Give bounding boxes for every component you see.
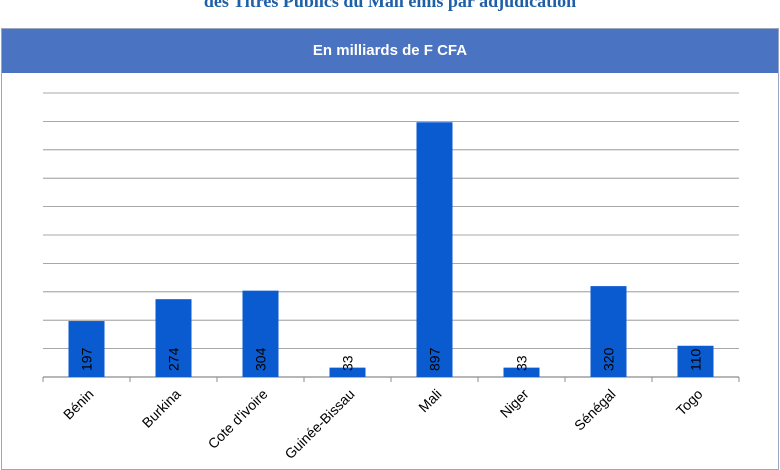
data-label-5: 33 (514, 355, 530, 371)
category-label-0: Bénin (60, 386, 97, 423)
data-label-2: 304 (253, 347, 269, 371)
category-label-6: Sénégal (571, 386, 619, 434)
chart-frame: En milliards de F CFA 197 Bénin 274 Burkina… (1, 28, 779, 470)
bar-5 (503, 367, 540, 377)
bar-0 (68, 321, 105, 377)
category-label-1: Burkina (139, 386, 184, 431)
category-label-3: Guinée-Bissau (281, 386, 357, 462)
data-label-7: 110 (688, 348, 704, 371)
category-label-4: Mali (415, 386, 444, 415)
category-label-7: Togo (673, 386, 706, 419)
data-label-6: 320 (601, 347, 617, 371)
category-label-2: Cote d'ivoire (205, 386, 271, 452)
bar-4 (416, 122, 453, 377)
category-label-5: Niger (497, 386, 532, 421)
data-label-1: 274 (166, 347, 182, 371)
bar-7 (677, 345, 714, 377)
bar-1 (155, 299, 192, 377)
bar-6 (590, 286, 627, 377)
chart-banner: En milliards de F CFA (2, 29, 778, 73)
page-title: des Titres Publics du Mali émis par adju… (203, 0, 577, 11)
bar-2 (242, 290, 279, 377)
bar-chart: 197 Bénin 274 Burkina 304 Cote d'ivoire 33 Guin… (42, 92, 740, 462)
data-label-4: 897 (427, 347, 443, 371)
data-label-3: 33 (340, 355, 356, 371)
data-label-0: 197 (79, 347, 95, 371)
bar-3 (329, 367, 366, 377)
